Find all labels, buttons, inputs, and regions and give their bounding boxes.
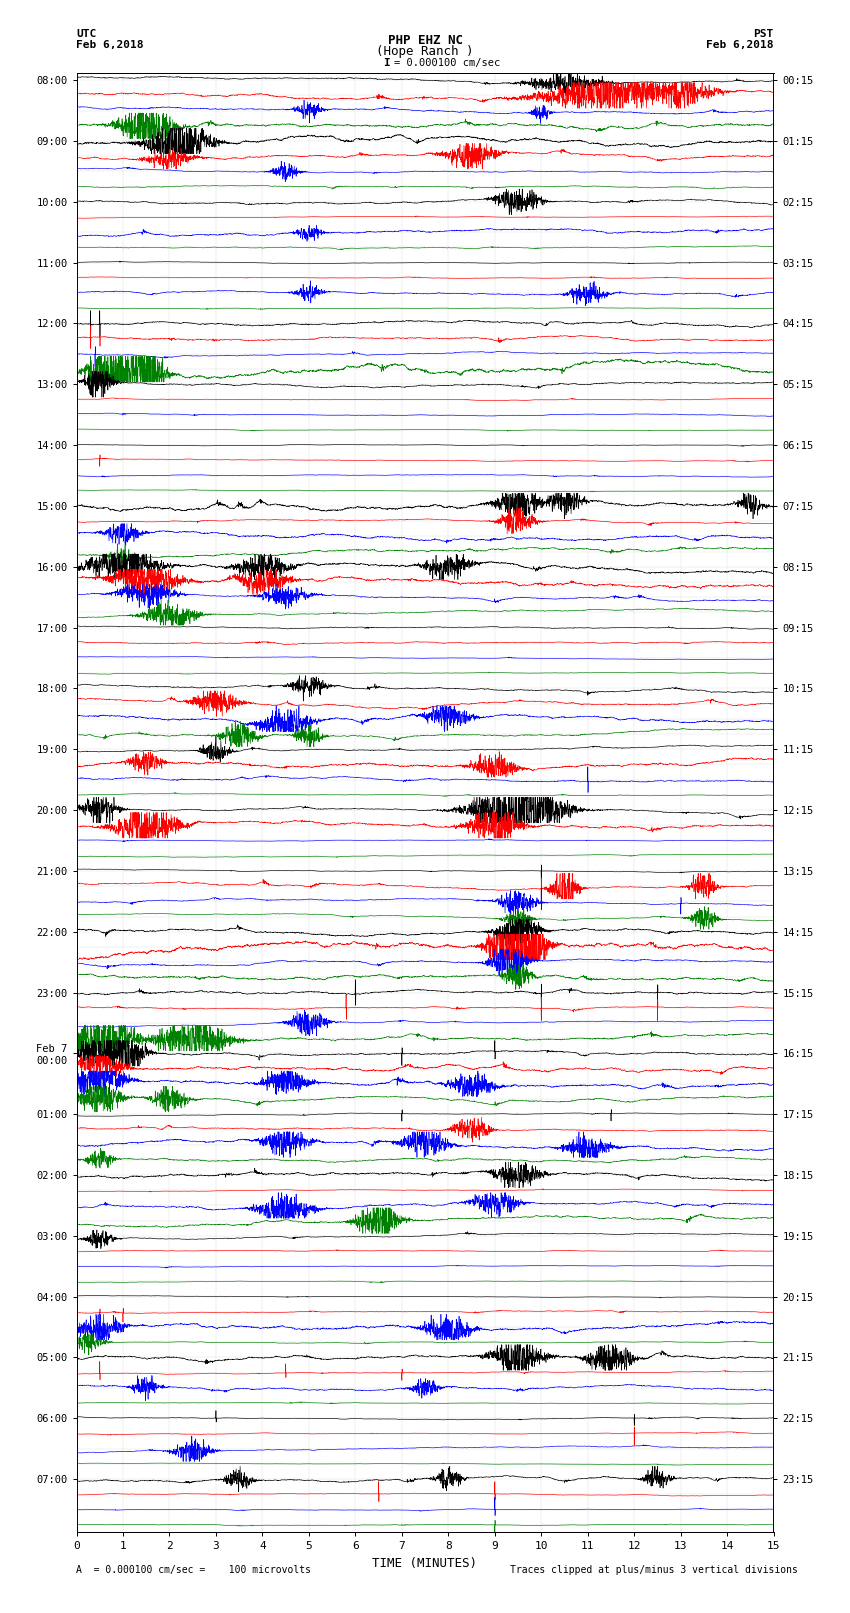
X-axis label: TIME (MINUTES): TIME (MINUTES) [372, 1557, 478, 1569]
Text: PHP EHZ NC: PHP EHZ NC [388, 34, 462, 47]
Text: Feb 6,2018: Feb 6,2018 [706, 40, 774, 50]
Text: UTC: UTC [76, 29, 97, 39]
Text: (Hope Ranch ): (Hope Ranch ) [377, 45, 473, 58]
Text: Traces clipped at plus/minus 3 vertical divisions: Traces clipped at plus/minus 3 vertical … [510, 1565, 798, 1574]
Text: Feb 6,2018: Feb 6,2018 [76, 40, 144, 50]
Text: = 0.000100 cm/sec: = 0.000100 cm/sec [394, 58, 500, 68]
Text: I: I [383, 58, 390, 68]
Text: A  = 0.000100 cm/sec =    100 microvolts: A = 0.000100 cm/sec = 100 microvolts [76, 1565, 311, 1574]
Text: PST: PST [753, 29, 774, 39]
